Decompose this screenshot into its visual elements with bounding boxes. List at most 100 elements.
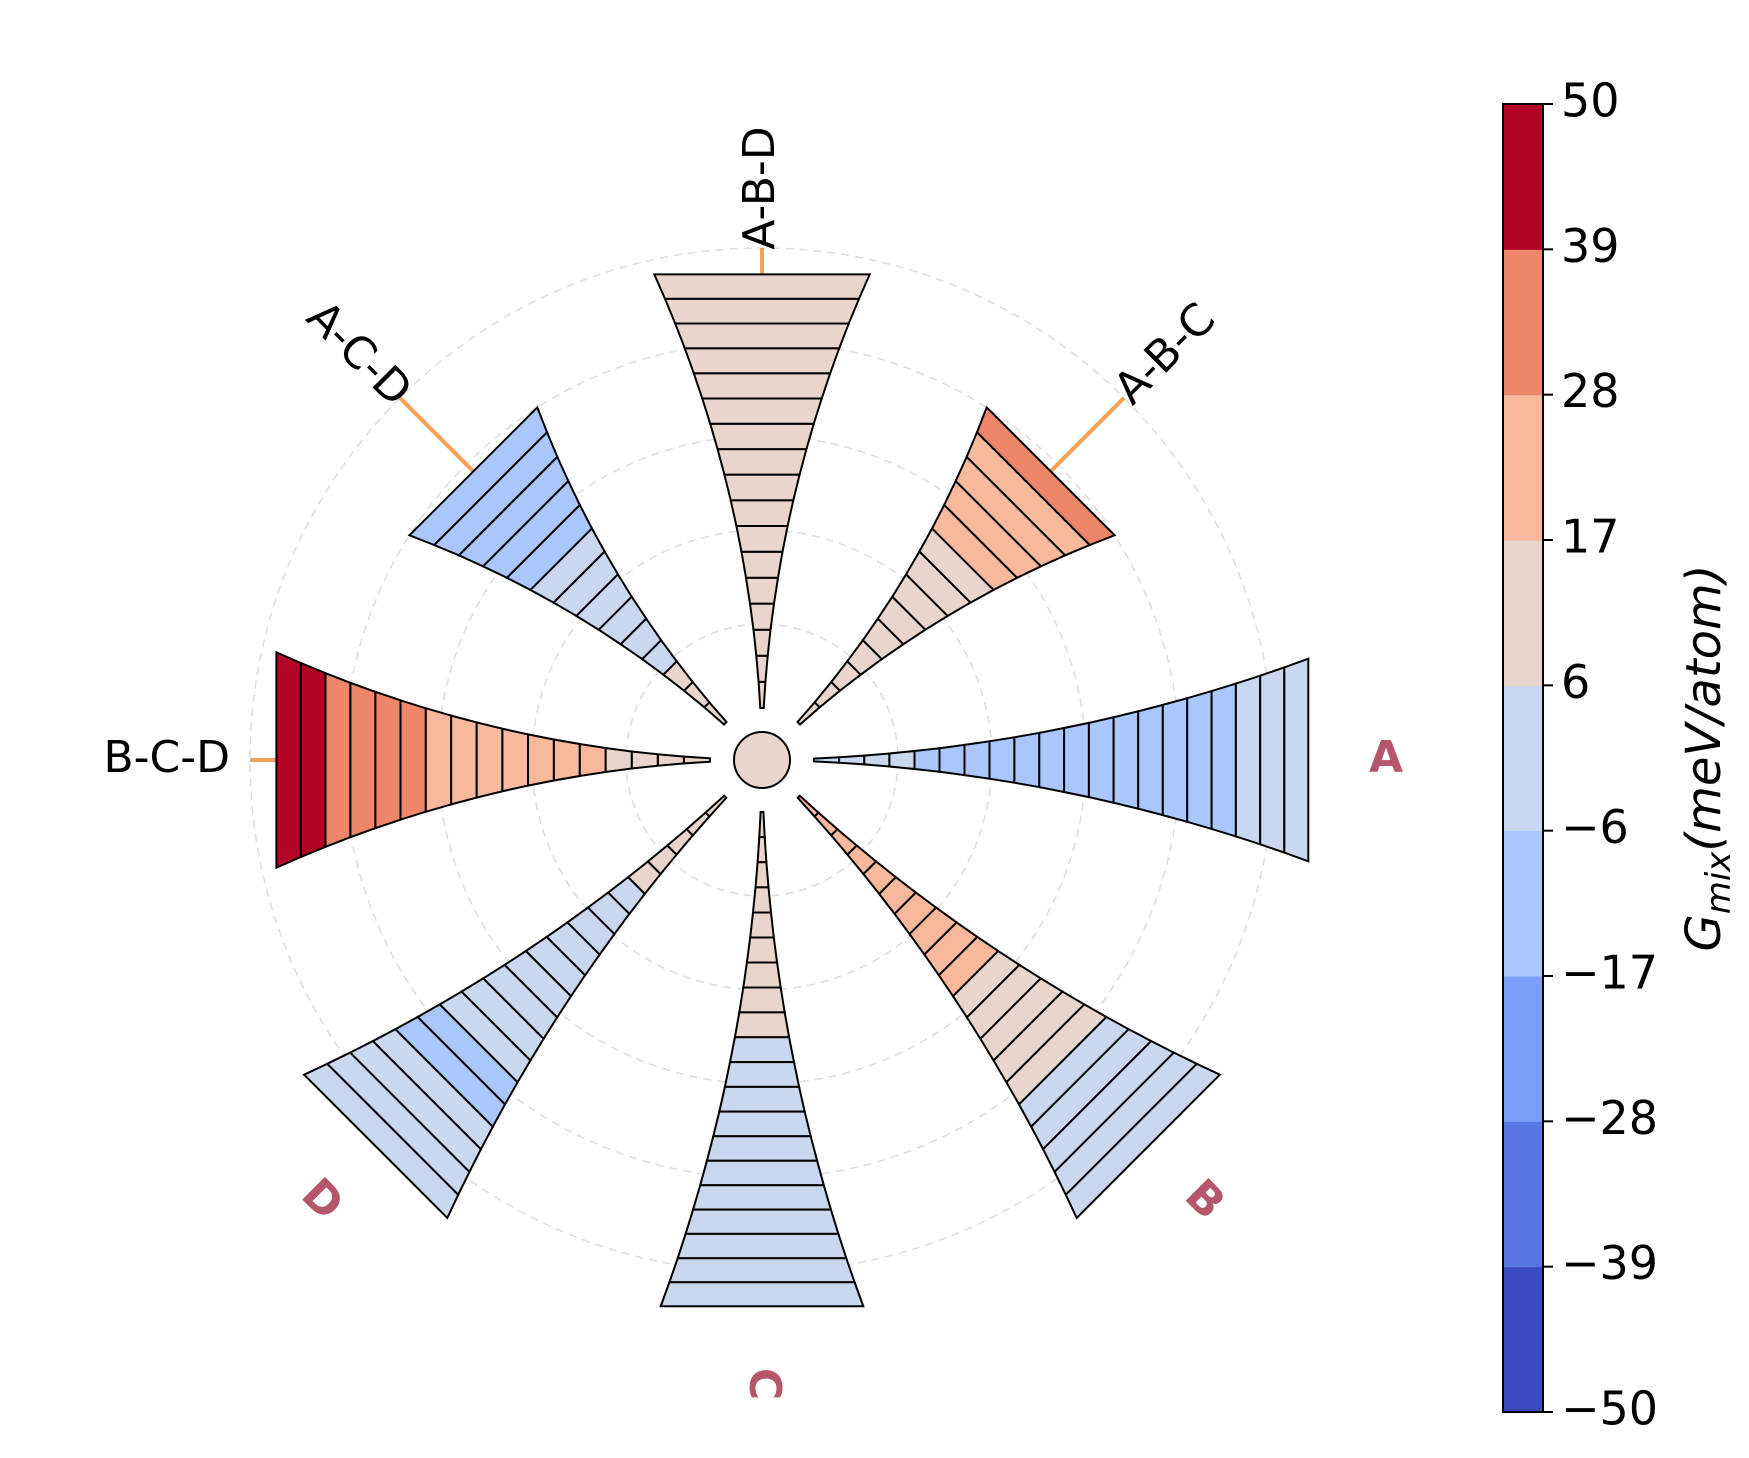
segment-B-C-D-5 [578,742,607,778]
segment-A-B-D-15 [673,322,851,350]
spoke-label-A-B-D: A-B-D [734,126,785,249]
segment-A-B-D-7 [735,525,789,553]
segment-A-17 [1210,682,1237,838]
segment-C-18 [676,1232,848,1260]
segment-A-B-D-1 [757,680,767,709]
segment-B-C-D-3 [630,750,659,770]
segment-A-B-D-2 [755,654,769,683]
colorbar-band-3 [1503,976,1543,1122]
segment-C-5 [749,911,775,939]
segment-A-B-D-10 [716,448,808,476]
segment-A-18 [1234,674,1262,846]
segment-A-B-D-13 [692,372,832,400]
segment-B-C-D-16 [299,661,327,859]
segment-D-20 [302,1062,460,1220]
colorbar-tick-label-9: 39 [1561,219,1620,273]
segment-B-1 [796,794,820,818]
colorbar-band-2 [1503,1121,1543,1268]
wedge-C [659,811,865,1308]
segment-A-6 [938,743,966,777]
segment-A-B-D-8 [729,499,795,527]
colorbar-title-units: (meV/atom) [1676,565,1732,852]
segment-B-C-D-12 [399,698,427,822]
segment-B-C-D-9 [475,721,504,799]
element-label-D: D [292,1169,354,1231]
segment-A-B-D-12 [700,397,824,425]
segment-B-C-D-11 [424,706,453,814]
segment-A-B-D-9 [723,473,801,502]
segment-B-C-D-14 [349,681,377,839]
segment-A-B-D-16 [663,297,861,325]
segment-B-C-D-13 [374,690,402,830]
segment-C-2 [756,836,768,864]
segment-A-2 [838,754,866,766]
segment-A-B-C-14 [975,405,1117,547]
element-label-B: B [1175,1170,1235,1230]
colorbar-band-7 [1503,394,1543,541]
colorbar-tick-label-6: 6 [1561,655,1590,709]
segment-A-B-D-17 [652,273,872,300]
segment-A-7 [963,740,991,780]
segment-C-10 [728,1036,796,1064]
wedge-A-B-D [652,273,872,709]
segment-A-20 [1283,657,1310,863]
segment-A-B-C-1 [796,700,822,726]
colorbar-band-5 [1503,685,1543,832]
wedges [275,273,1310,1308]
colorbar-title-main: G [1676,914,1732,951]
segment-A-19 [1259,665,1286,855]
colorbar-frame [1502,103,1544,1413]
segment-A-B-D-14 [683,347,841,375]
segment-C-11 [723,1061,801,1088]
segment-C-14 [705,1135,819,1162]
colorbar-tick-label-3: −28 [1561,1091,1658,1145]
segment-B-20 [1064,1062,1222,1220]
segment-B-C-D-8 [501,727,529,793]
segment-A-16 [1186,689,1213,831]
wedge-A [813,657,1310,863]
segment-A-14 [1137,703,1164,817]
segment-A-12 [1087,716,1115,804]
segment-A-5 [913,747,941,773]
wedge-A-B-C [796,405,1117,726]
colorbar-tick-label-8: 28 [1561,364,1620,418]
colorbar-band-8 [1503,249,1543,396]
segment-D-1 [704,794,728,818]
segment-B-C-D-15 [324,671,352,849]
colorbar-band-9 [1503,104,1543,250]
segment-C-6 [745,936,779,964]
wedge-D [302,794,728,1220]
segment-A-10 [1038,726,1066,794]
colorbar-tick-label-4: −17 [1561,946,1658,1000]
segment-C-16 [691,1184,833,1211]
segment-B-C-D-17 [275,650,302,870]
segment-A-B-D-3 [752,628,772,657]
segment-A-C-D-14 [407,405,549,547]
segment-C-7 [742,961,782,989]
segment-B-C-D-1 [682,755,711,765]
segment-A-B-D-6 [740,550,784,579]
colorbar-tick-label-5: −6 [1561,800,1629,854]
segment-C-1 [758,811,766,839]
segment-C-13 [712,1110,812,1138]
segment-A-B-D-5 [744,576,780,605]
segment-B-C-D-7 [527,733,555,787]
element-label-C: C [739,1368,790,1400]
segment-A-8 [988,736,1016,784]
colorbar-tick-label-2: −39 [1561,1236,1658,1290]
segment-A-15 [1161,696,1189,824]
spoke-label-A-C-D: A-C-D [297,291,422,416]
colorbar-band-4 [1503,830,1543,977]
segment-B-C-D-2 [656,753,685,767]
segment-C-12 [718,1085,806,1113]
colorbar-tick-label-10: 50 [1561,74,1620,128]
segment-B-C-D-4 [604,746,633,774]
wedge-B-C-D [275,650,711,870]
segment-A-3 [863,752,891,768]
colorbar-title: Gmix(meV/atom) [1676,565,1739,952]
colorbar-band-6 [1503,540,1543,686]
wedge-A-C-D [407,405,728,726]
segment-A-11 [1063,721,1090,799]
wedge-B [796,794,1222,1220]
